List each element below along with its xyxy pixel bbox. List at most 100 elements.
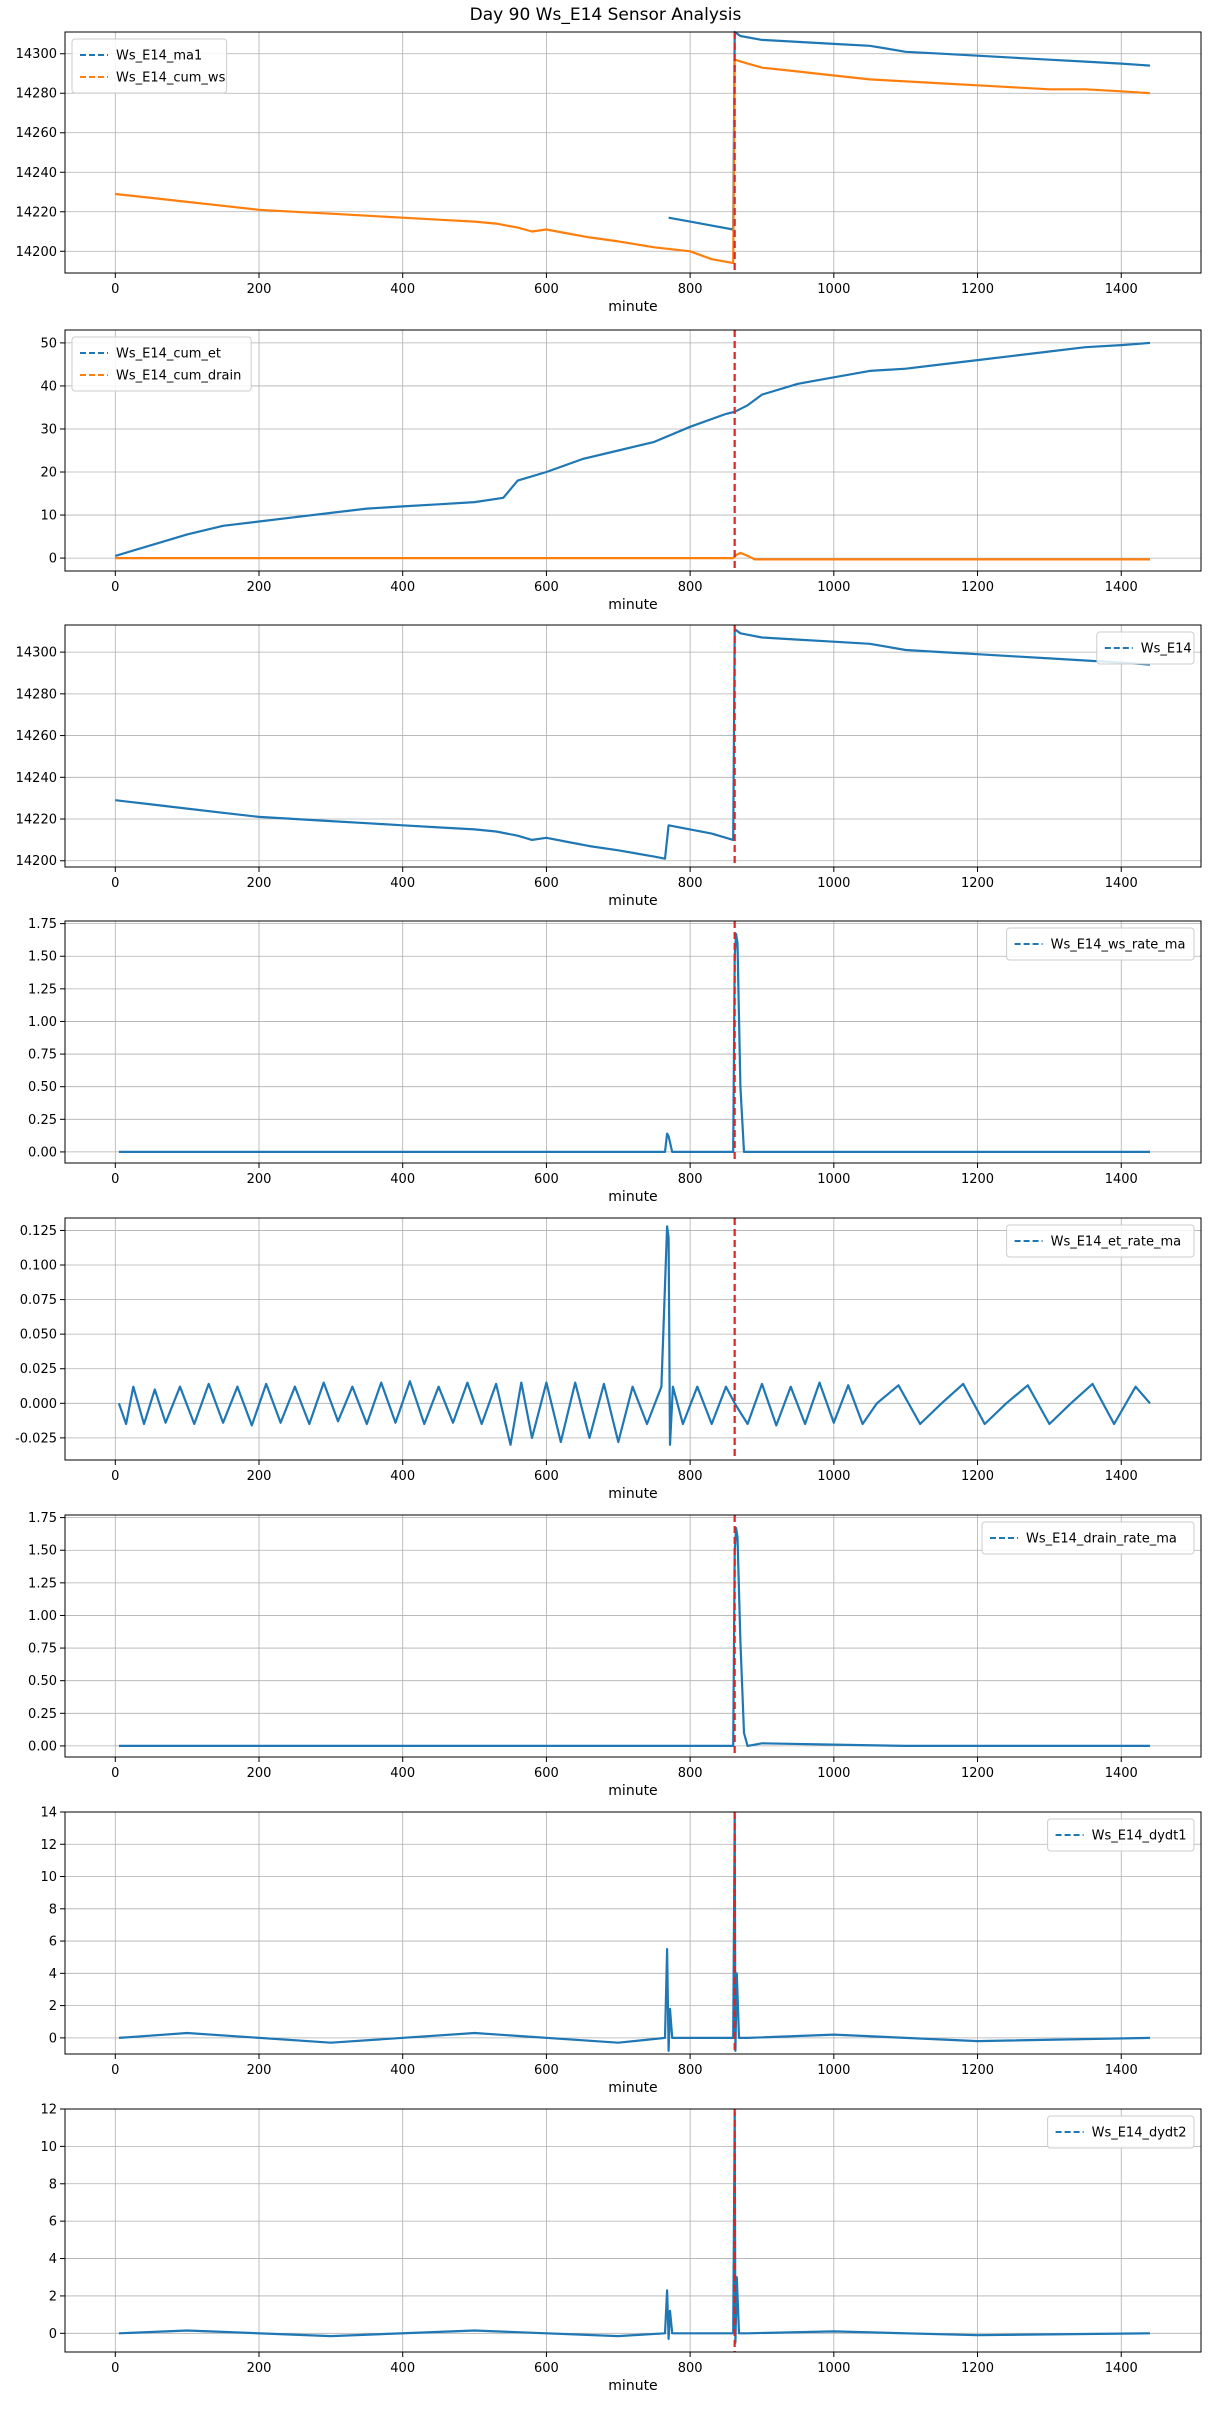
- y-tick-label: 0.00: [28, 1739, 57, 1754]
- legend-box: [1047, 1818, 1195, 1852]
- x-tick-label: 0: [111, 2361, 119, 2376]
- series-line-Ws_E14_cum_ws: [115, 58, 1151, 265]
- y-tick-label: 30: [40, 422, 57, 437]
- axes-frame: [64, 624, 1202, 868]
- series-line-Ws_E14_et_rate_ma: [117, 1225, 1151, 1446]
- y-tick-label: 0: [49, 2327, 57, 2342]
- x-tick-label: 0: [111, 1469, 119, 1484]
- x-tick-label: 1000: [817, 580, 850, 595]
- legend-box: [1006, 927, 1195, 961]
- y-tick-label: 12: [40, 1838, 57, 1853]
- y-tick-label: 14240: [16, 771, 57, 786]
- axes-frame: [64, 1217, 1202, 1461]
- axes-frame: [64, 31, 1202, 274]
- series-line-Ws_E14_ma1: [668, 30, 1151, 231]
- x-tick-label: 1200: [961, 1172, 994, 1187]
- series-line-Ws_E14_cum_et: [114, 341, 1151, 557]
- subplot-5: 0 200 400 600 800 1000 1200 1400 -0.025 0.000 0.02…: [15, 1217, 1202, 1502]
- subplot-3: 0 200 400 600 800 1000 1200 1400 14200 14220 14240…: [16, 624, 1202, 909]
- y-tick-label: 0: [49, 2031, 57, 2046]
- y-tick-label: 14200: [16, 245, 57, 260]
- y-tick-label: 14280: [16, 687, 57, 702]
- y-tick-label: 14280: [16, 87, 57, 102]
- x-tick-label: 0: [111, 1766, 119, 1781]
- legend-label: Ws_E14_drain_rate_ma: [1026, 1532, 1177, 1547]
- axes-frame: [64, 2108, 1202, 2353]
- x-tick-label: 0: [111, 580, 119, 595]
- x-tick-label: 1200: [961, 2063, 994, 2078]
- y-tick-label: 0.050: [20, 1328, 57, 1343]
- series-line-Ws_E14_dydt1: [118, 1814, 1151, 2052]
- legend-label: Ws_E14_dydt1: [1092, 1829, 1187, 1844]
- legend-label: Ws_E14_ma1: [116, 49, 202, 64]
- y-tick-label: 8: [49, 1902, 57, 1917]
- x-axis-label: minute: [608, 1189, 657, 1205]
- legend: Ws_E14_dydt1: [1047, 1818, 1195, 1852]
- x-axis-label: minute: [608, 597, 657, 613]
- legend: Ws_E14_ws_rate_ma: [1006, 927, 1195, 961]
- legend: Ws_E14_et_rate_ma: [1006, 1224, 1195, 1258]
- legend-box: [1096, 631, 1195, 665]
- x-axis-label: minute: [608, 1783, 657, 1799]
- y-tick-label: 10: [40, 509, 57, 524]
- x-tick-label: 600: [534, 282, 559, 297]
- y-tick-label: 1.75: [28, 1511, 57, 1526]
- x-tick-label: 200: [247, 1172, 272, 1187]
- axes-frame: [64, 329, 1202, 572]
- x-tick-label: 1400: [1105, 1469, 1138, 1484]
- y-tick-label: 2: [49, 2289, 57, 2304]
- legend-box: [1047, 2115, 1195, 2149]
- x-tick-label: 800: [678, 282, 703, 297]
- y-tick-label: 0.25: [28, 1113, 57, 1128]
- x-tick-label: 1400: [1105, 282, 1138, 297]
- x-tick-label: 1200: [961, 580, 994, 595]
- axes-frame: [64, 920, 1202, 1164]
- series-line-Ws_E14_drain_rate_ma: [118, 1526, 1150, 1748]
- x-tick-label: 1000: [817, 876, 850, 891]
- x-tick-label: 200: [247, 876, 272, 891]
- y-tick-label: 10: [40, 2140, 57, 2155]
- x-axis-label: minute: [608, 299, 657, 315]
- legend-box: [1006, 1224, 1195, 1258]
- y-tick-label: 2: [49, 1999, 57, 2014]
- x-tick-label: 200: [247, 282, 272, 297]
- x-tick-label: 0: [111, 2063, 119, 2078]
- x-axis-label: minute: [608, 2378, 657, 2394]
- series-line-Ws_E14: [115, 628, 1151, 860]
- series-line-Ws_E14_dydt2: [118, 2111, 1151, 2344]
- y-tick-label: 0.100: [20, 1259, 57, 1274]
- legend-label: Ws_E14_cum_drain: [116, 369, 241, 384]
- x-tick-label: 1400: [1105, 2361, 1138, 2376]
- x-tick-label: 400: [390, 1172, 415, 1187]
- y-tick-label: 1.00: [28, 1609, 57, 1624]
- x-tick-label: 1200: [961, 282, 994, 297]
- y-tick-label: 0.50: [28, 1674, 57, 1689]
- y-tick-label: 1.00: [28, 1015, 57, 1030]
- x-tick-label: 800: [678, 1469, 703, 1484]
- x-tick-label: 200: [247, 1766, 272, 1781]
- x-axis-label: minute: [608, 2080, 657, 2096]
- x-tick-label: 600: [534, 876, 559, 891]
- x-tick-label: 600: [534, 1172, 559, 1187]
- x-tick-label: 0: [111, 876, 119, 891]
- x-tick-label: 600: [534, 2361, 559, 2376]
- x-tick-label: 200: [247, 2361, 272, 2376]
- y-tick-label: 1.25: [28, 1576, 57, 1591]
- y-tick-label: 6: [49, 1935, 57, 1950]
- legend-label: Ws_E14_dydt2: [1092, 2126, 1187, 2141]
- y-tick-label: 50: [40, 336, 57, 351]
- series-line-Ws_E14_cum_drain: [115, 551, 1150, 561]
- y-tick-label: 14220: [16, 813, 57, 828]
- x-tick-label: 1200: [961, 2361, 994, 2376]
- y-tick-label: 1.25: [28, 982, 57, 997]
- subplot-2: 0 200 400 600 800 1000 1200 1400 0 10 20 30 40 50 minu…: [40, 329, 1202, 613]
- y-tick-label: 0.000: [20, 1397, 57, 1412]
- legend-label: Ws_E14_cum_et: [116, 347, 221, 362]
- x-tick-label: 800: [678, 876, 703, 891]
- x-tick-label: 400: [390, 876, 415, 891]
- y-tick-label: 40: [40, 379, 57, 394]
- x-tick-label: 0: [111, 282, 119, 297]
- y-tick-label: 12: [40, 2103, 57, 2118]
